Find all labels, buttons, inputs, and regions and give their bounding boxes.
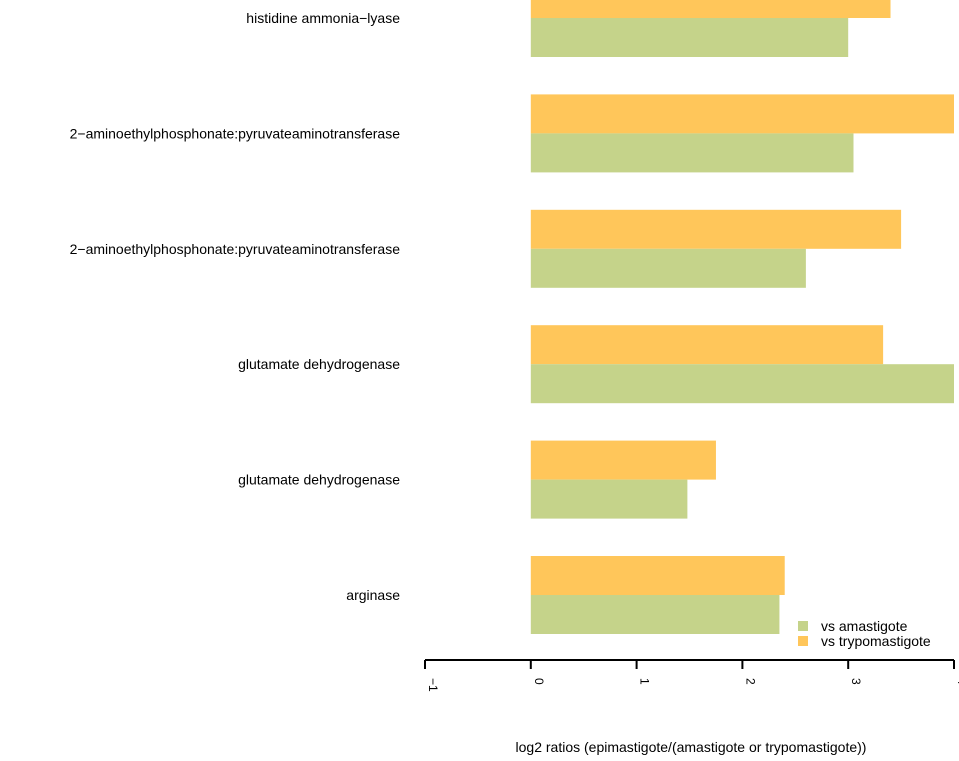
category-label-2: 2−aminoethylphosphonate:pyruvateaminotra… [70,241,401,257]
x-tick-label-2: 1 [638,678,652,685]
bar-amastigote-0 [530,18,849,57]
category-label-4: glutamate dehydrogenase [238,472,400,488]
bars-group [530,0,954,634]
legend-label-1: vs trypomastigote [821,633,931,649]
category-label-3: glutamate dehydrogenase [238,356,400,372]
legend-swatch-1 [798,636,808,646]
category-label-0: histidine ammonia−lyase [246,10,400,26]
x-tick-label-5: 4 [955,678,959,685]
x-tick-label-4: 3 [849,678,863,685]
bar-trypomastigote-2 [530,209,902,249]
bar-amastigote-1 [530,133,854,173]
bar-amastigote-3 [530,364,954,404]
x-tick-label-1: 0 [532,678,546,685]
legend-swatch-0 [798,621,808,631]
bar-amastigote-4 [530,479,688,519]
category-label-5: arginase [346,587,400,603]
category-labels: histidine ammonia−lyase 2−aminoethylphosp… [70,10,401,603]
bar-trypomastigote-5 [530,556,785,595]
x-tick-label-3: 2 [743,678,757,685]
x-tick-label-0: −1 [426,678,440,692]
x-axis: −1 0 1 2 3 4 [424,659,959,692]
bar-trypomastigote-3 [530,325,884,365]
bar-trypomastigote-1 [530,94,954,134]
bar-trypomastigote-0 [530,0,891,18]
x-axis-title: log2 ratios (epimastigote/(amastigote or… [516,739,867,755]
bar-amastigote-2 [530,248,806,288]
bar-trypomastigote-4 [530,440,716,480]
bar-amastigote-5 [530,595,780,634]
legend-label-0: vs amastigote [821,618,908,634]
category-label-1: 2−aminoethylphosphonate:pyruvateaminotra… [70,125,401,141]
